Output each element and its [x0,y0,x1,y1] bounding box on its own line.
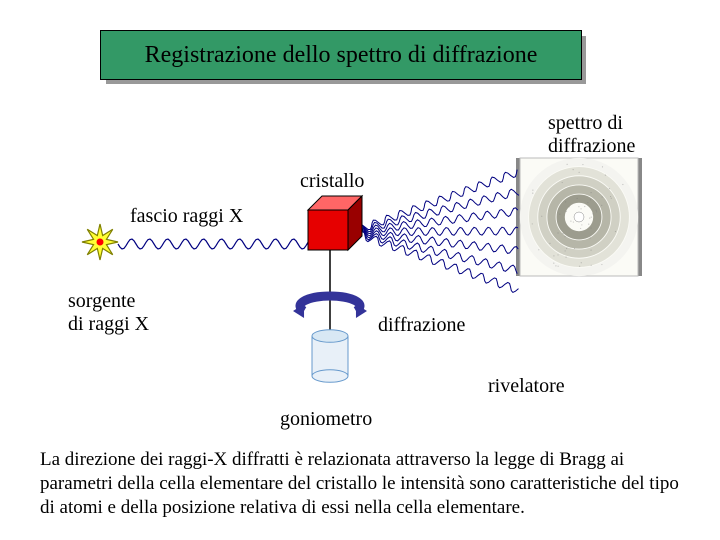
label-spettro: spettro didiffrazione [548,112,635,158]
title-box: Registrazione dello spettro di diffrazio… [100,30,582,80]
label-diffrazione: diffrazione [378,314,465,337]
caption-text: La direzione dei raggi-X diffratti è rel… [40,448,680,519]
label-rivelatore: rivelatore [488,375,565,398]
title-text: Registrazione dello spettro di diffrazio… [145,42,538,69]
label-cristallo: cristallo [300,170,364,193]
label-goniometro: goniometro [280,408,372,431]
label-fascio: fascio raggi X [130,205,243,228]
label-sorgente: sorgentedi raggi X [68,290,149,336]
